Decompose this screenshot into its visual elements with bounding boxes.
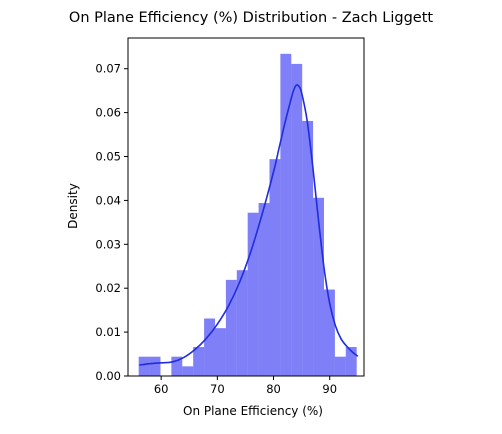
y-tick-label: 0.03 — [95, 237, 121, 251]
y-tick-label: 0.01 — [95, 325, 121, 339]
y-tick-label: 0.05 — [95, 150, 121, 164]
histogram-bar — [193, 347, 205, 376]
histogram-bar — [302, 120, 314, 376]
histogram-bar — [291, 63, 303, 376]
axes-frame — [127, 37, 365, 377]
histogram-bar — [280, 53, 292, 376]
histogram-bar — [258, 203, 270, 376]
plot-area — [138, 53, 359, 376]
histogram-bar — [214, 328, 226, 376]
x-tick-label: 90 — [322, 382, 337, 396]
kde-curve — [139, 84, 359, 366]
histogram-bar — [182, 366, 194, 376]
histogram-bar — [313, 197, 324, 376]
y-tick-label: 0.04 — [95, 193, 121, 207]
histogram-bar — [247, 212, 259, 376]
x-tick-label: 80 — [266, 382, 281, 396]
histogram-bar — [236, 270, 248, 376]
histogram-bar — [204, 318, 215, 376]
chart-title: On Plane Efficiency (%) Distribution - Z… — [69, 10, 433, 26]
histogram-bar — [323, 289, 335, 376]
y-tick-label: 0.06 — [95, 106, 121, 120]
x-tick-label: 70 — [210, 382, 225, 396]
y-axis-ticks: 0.00 0.01 0.02 0.03 0.04 0.05 0.06 0.07 — [95, 62, 128, 383]
x-axis-label: On Plane Efficiency (%) — [183, 404, 323, 418]
axes-spines — [127, 37, 365, 377]
histogram-bar — [334, 356, 346, 376]
histogram-bar — [269, 159, 281, 376]
y-tick-label: 0.00 — [95, 369, 121, 383]
histogram-bars — [138, 53, 357, 376]
x-axis-ticks: 60 70 80 90 — [154, 376, 337, 396]
y-axis-label: Density — [66, 183, 80, 229]
histogram-bar — [138, 356, 150, 376]
x-tick-label: 60 — [154, 382, 169, 396]
histogram-bar — [225, 279, 237, 376]
histogram-bar — [345, 347, 357, 376]
histogram-bar — [149, 356, 161, 376]
y-tick-label: 0.02 — [95, 281, 121, 295]
histogram-bar — [171, 356, 183, 376]
y-tick-label: 0.07 — [95, 62, 121, 76]
